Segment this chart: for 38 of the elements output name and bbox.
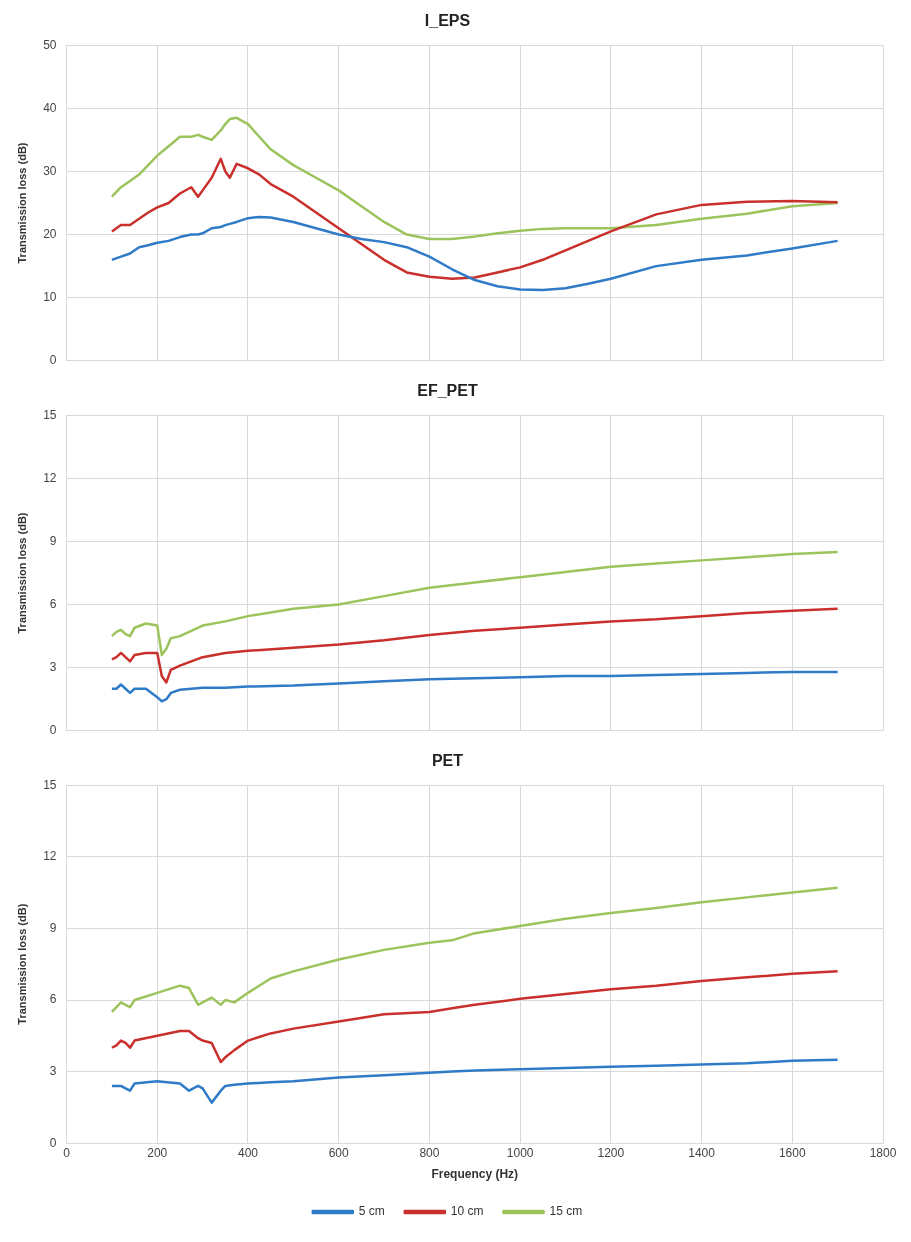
- legend-label: 10 cm: [450, 1204, 484, 1219]
- y-tick-label: 50: [43, 37, 57, 52]
- x-tick-label: 400: [237, 1145, 259, 1160]
- y-tick-label: 40: [43, 100, 57, 115]
- y-tick-label: 15: [43, 777, 57, 792]
- y-axis-title: Transmission loss (dB): [15, 903, 28, 1025]
- x-tick-label: 1000: [506, 1145, 534, 1160]
- y-tick-label: 0: [49, 353, 57, 368]
- y-tick-label: 0: [49, 723, 57, 738]
- y-tick-label: 9: [49, 920, 57, 935]
- legend-label: 5 cm: [358, 1204, 385, 1219]
- y-tick-label: 20: [43, 226, 57, 241]
- x-tick-label: 600: [328, 1145, 350, 1160]
- y-tick-label: 0: [49, 1135, 57, 1150]
- x-tick-label: 800: [419, 1145, 440, 1160]
- y-tick-label: 12: [43, 849, 57, 864]
- y-tick-label: 30: [43, 163, 57, 178]
- y-tick-label: 12: [43, 470, 57, 485]
- x-tick-label: 1400: [688, 1145, 716, 1160]
- y-axis-title: Transmission loss (dB): [15, 512, 28, 634]
- x-tick-label: 1800: [869, 1145, 897, 1160]
- y-tick-label: 10: [43, 289, 57, 304]
- legend-label: 15 cm: [549, 1204, 583, 1219]
- chart-title: PET: [431, 752, 464, 770]
- y-tick-label: 6: [49, 596, 57, 611]
- x-tick-label: 1600: [778, 1145, 806, 1160]
- y-tick-label: 6: [49, 992, 57, 1007]
- y-tick-label: 3: [49, 659, 57, 674]
- x-tick-label: 1200: [597, 1145, 625, 1160]
- y-axis-title: Transmission loss (dB): [15, 142, 28, 264]
- x-tick-label: 0: [63, 1145, 71, 1160]
- y-tick-label: 3: [49, 1063, 57, 1078]
- y-tick-label: 15: [43, 407, 57, 422]
- chart-title: I_EPS: [424, 12, 471, 30]
- y-tick-label: 9: [49, 533, 57, 548]
- x-tick-label: 200: [147, 1145, 168, 1160]
- x-axis-title: Frequency (Hz): [431, 1167, 519, 1182]
- chart-title: EF_PET: [417, 382, 478, 400]
